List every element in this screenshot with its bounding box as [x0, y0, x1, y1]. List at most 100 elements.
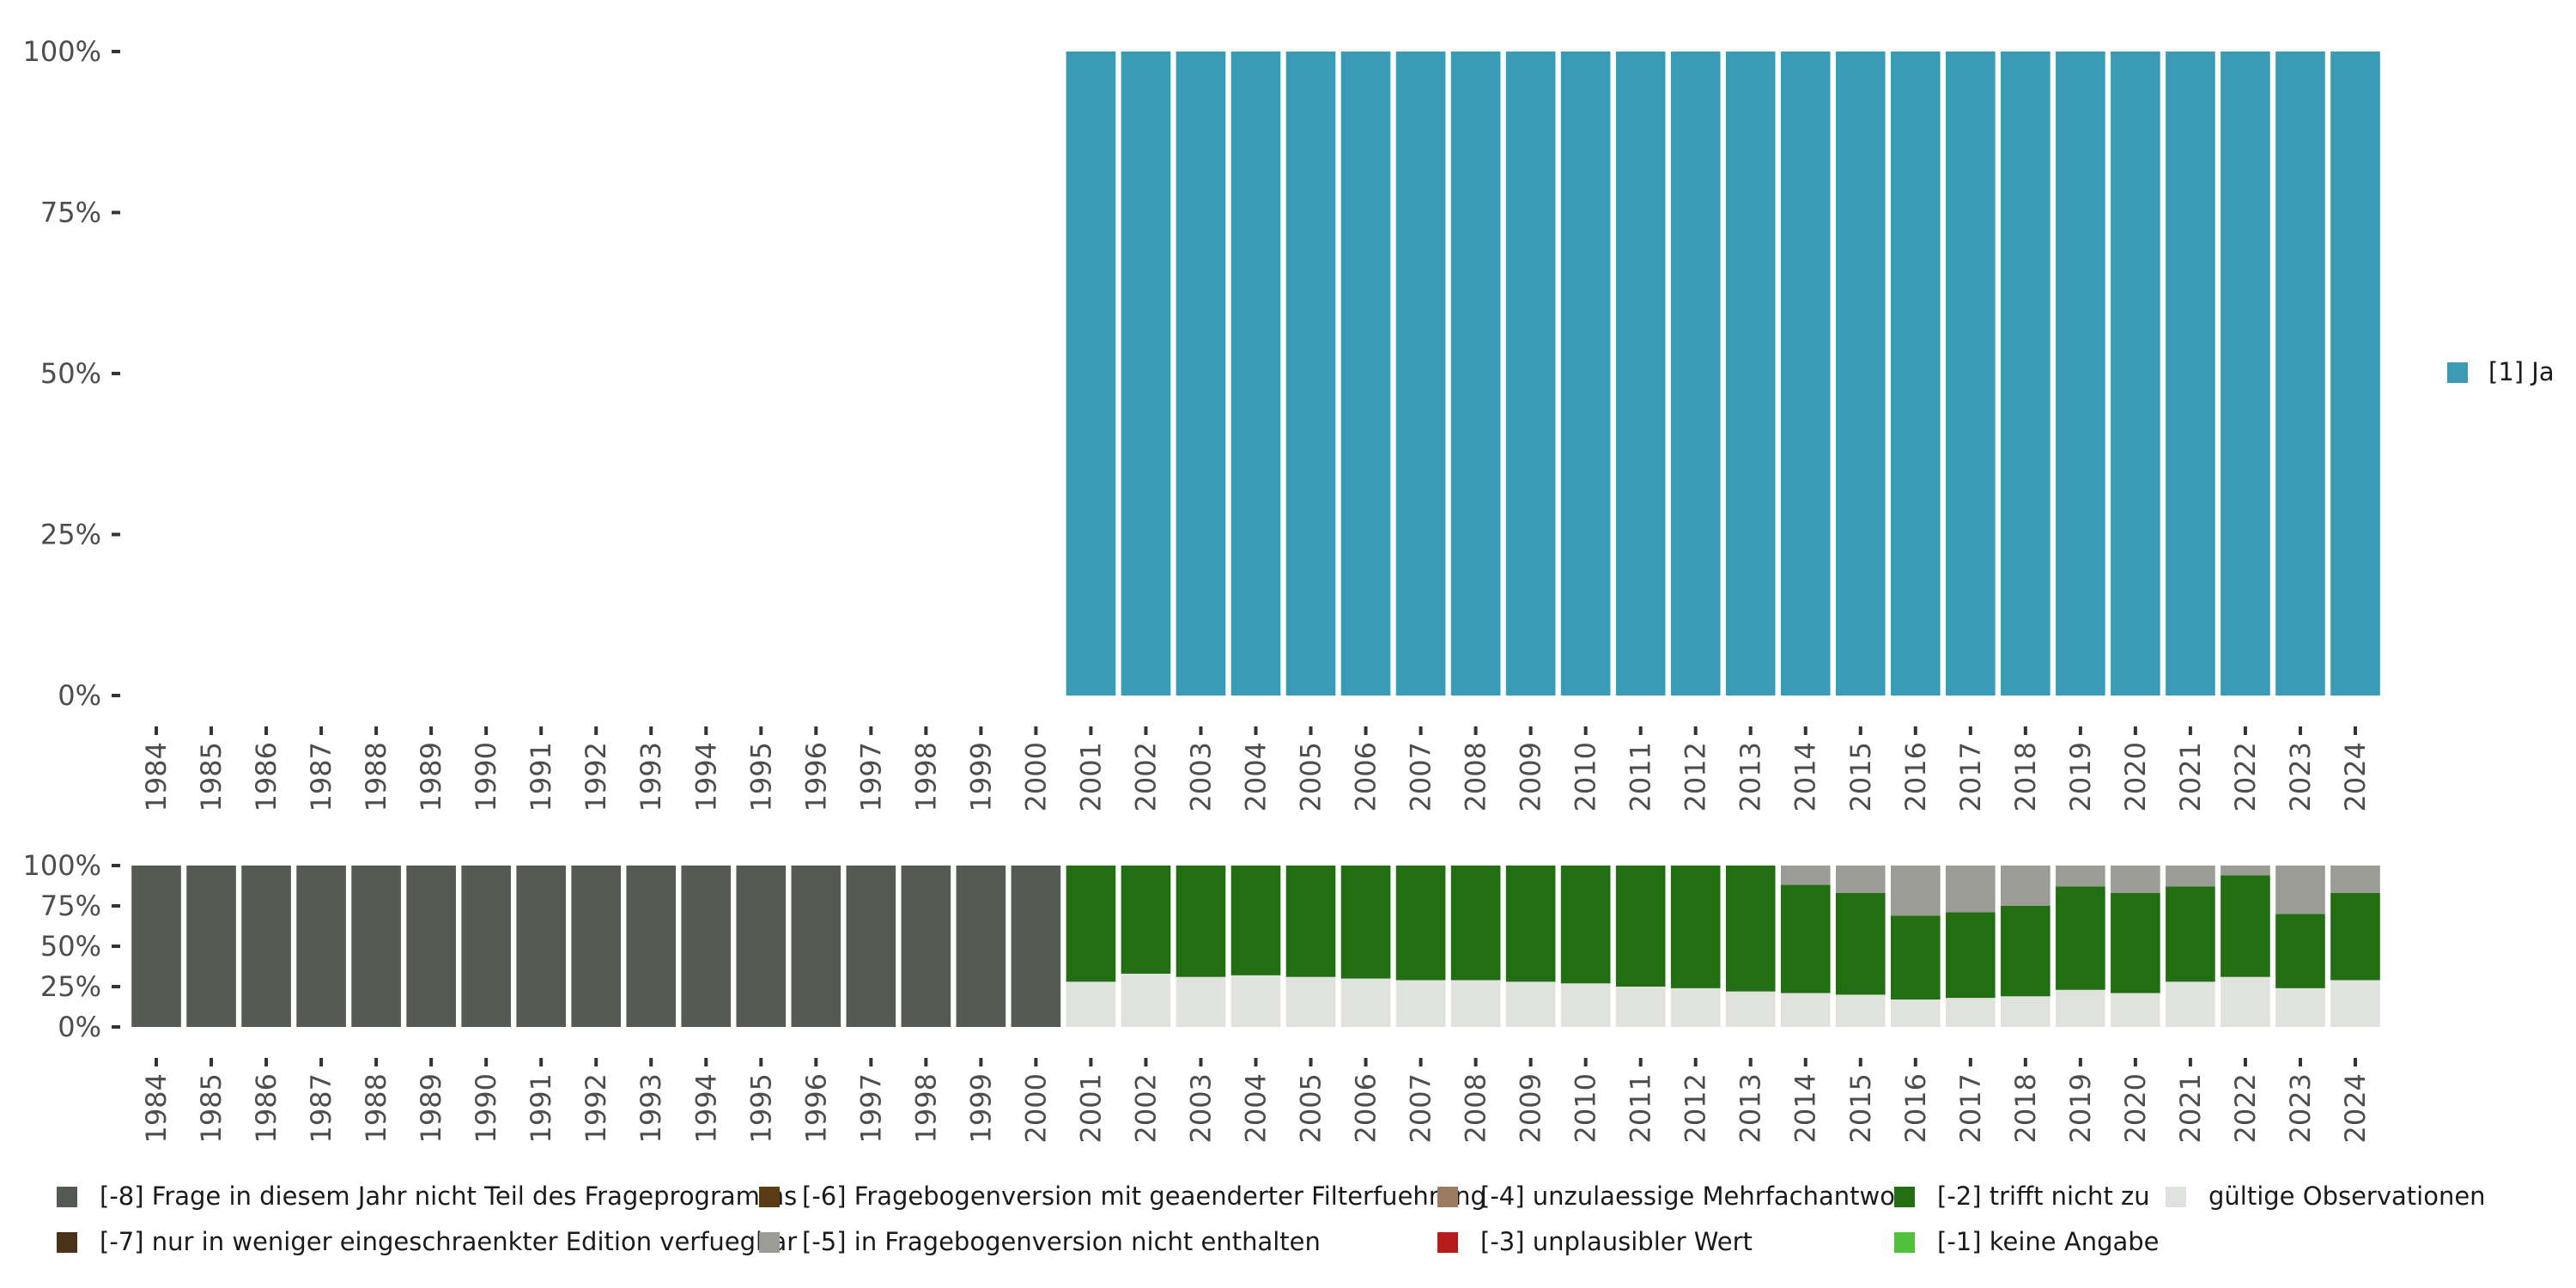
bottom-bar-2023-2-trifft-nicht-zu	[2275, 914, 2325, 988]
bottom-bar-2022-2-trifft-nicht-zu	[2221, 875, 2270, 977]
legend-bottom-label: [-2] trifft nicht zu	[1937, 1182, 2150, 1211]
bottom-panel: 0% 25% 50% 75% 100% 1984 1985 1986 1987 1988 1989 1…	[23, 849, 2380, 1143]
top-bar-2019-1-ja	[2056, 52, 2105, 696]
bottom-bar-1998-8-frage-in-diesem-jahr-nicht-teil-des-frageprogramms	[901, 866, 951, 1027]
bottom-x-tick-label: 2019	[2064, 1073, 2097, 1143]
legend-bottom-swatch	[1437, 1187, 1458, 1207]
top-x-tick-label: 2005	[1295, 742, 1327, 811]
bottom-bar-1985-8-frage-in-diesem-jahr-nicht-teil-des-frageprogramms	[186, 866, 236, 1027]
bottom-bar-2021-g-ltige-observationen	[2166, 981, 2215, 1027]
bottom-x-tick-label: 1992	[580, 1073, 612, 1143]
top-y-tick-label: 75%	[40, 197, 101, 229]
legend-right-label: [1] Ja	[2488, 357, 2555, 386]
legend-bottom-swatch	[759, 1232, 780, 1253]
top-bar-2002-1-ja	[1121, 52, 1171, 696]
bottom-bar-2017-g-ltige-observationen	[1946, 998, 1996, 1027]
top-x-tick-label: 1991	[525, 742, 557, 811]
bottom-x-tick-label: 1998	[909, 1073, 942, 1143]
bottom-bar-1995-8-frage-in-diesem-jahr-nicht-teil-des-frageprogramms	[736, 866, 787, 1027]
bottom-bar-2009-g-ltige-observationen	[1505, 981, 1556, 1027]
legend-bottom-swatch	[759, 1187, 780, 1207]
bottom-bar-1994-8-frage-in-diesem-jahr-nicht-teil-des-frageprogramms	[681, 866, 732, 1027]
top-x-tick-label: 2016	[1899, 742, 1932, 811]
bottom-bar-2023-5-in-fragebogenversion-nicht-enthalten	[2275, 866, 2325, 914]
top-x-tick-label: 1990	[470, 742, 502, 811]
top-x-tick-label: 2010	[1570, 742, 1602, 811]
bottom-bar-1986-8-frage-in-diesem-jahr-nicht-teil-des-frageprogramms	[241, 866, 291, 1027]
bottom-x-tick-label: 1988	[360, 1073, 392, 1143]
top-x-tick-label: 1999	[964, 742, 997, 811]
bottom-bar-2019-5-in-fragebogenversion-nicht-enthalten	[2056, 866, 2105, 887]
bottom-bar-2015-g-ltige-observationen	[1835, 994, 1886, 1027]
top-x-tick-label: 1987	[305, 742, 337, 811]
bottom-bar-2021-2-trifft-nicht-zu	[2166, 886, 2215, 982]
top-x-tick-label: 1988	[360, 742, 392, 811]
top-bar-2010-1-ja	[1560, 52, 1611, 696]
legend-bottom-swatch	[2166, 1187, 2186, 1207]
bottom-bar-2024-g-ltige-observationen	[2330, 980, 2380, 1027]
top-x-tick-label: 2014	[1789, 742, 1822, 811]
bottom-y-tick-label: 0%	[58, 1011, 101, 1043]
bottom-bar-2008-g-ltige-observationen	[1450, 980, 1501, 1027]
top-x-tick-label: 2019	[2064, 742, 2097, 811]
bottom-x-tick-label: 1997	[854, 1073, 887, 1143]
bottom-bar-2016-5-in-fragebogenversion-nicht-enthalten	[1890, 866, 1941, 916]
top-bar-2004-1-ja	[1230, 52, 1281, 696]
bottom-bar-2006-2-trifft-nicht-zu	[1340, 866, 1391, 979]
top-y-tick-label: 50%	[40, 357, 101, 390]
top-y-tick-label: 25%	[40, 519, 101, 551]
bottom-x-tick-label: 2017	[1954, 1073, 1987, 1143]
bottom-x-tick-label: 2001	[1074, 1073, 1107, 1143]
bottom-x-tick-label: 1989	[415, 1073, 447, 1143]
bottom-bar-2008-2-trifft-nicht-zu	[1450, 866, 1501, 981]
bottom-bar-2004-g-ltige-observationen	[1230, 975, 1281, 1027]
bottom-x-tick-label: 1990	[470, 1073, 502, 1143]
top-y-tick-label: 0%	[58, 679, 101, 712]
bottom-x-tick-label: 2016	[1899, 1073, 1932, 1143]
top-x-tick-label: 2006	[1350, 742, 1382, 811]
bottom-bar-2014-5-in-fragebogenversion-nicht-enthalten	[1780, 866, 1831, 885]
bottom-bar-2012-g-ltige-observationen	[1670, 987, 1721, 1027]
bottom-bar-1997-8-frage-in-diesem-jahr-nicht-teil-des-frageprogramms	[846, 866, 896, 1027]
bottom-x-tick-label: 2007	[1405, 1073, 1437, 1143]
legend-bottom-label: [-4] unzulaessige Mehrfachantwort	[1480, 1182, 1915, 1211]
bottom-bar-2003-g-ltige-observationen	[1176, 976, 1226, 1027]
top-bar-2011-1-ja	[1615, 52, 1666, 696]
top-bar-2015-1-ja	[1835, 52, 1886, 696]
top-panel: 0% 25% 50% 75% 100% 1984 1985 1986 1987 1988 1989 1…	[23, 35, 2380, 811]
top-x-tick-label: 1984	[140, 742, 173, 811]
bottom-x-tick-label: 2006	[1350, 1073, 1382, 1143]
top-x-tick-label: 2023	[2284, 742, 2317, 811]
bottom-bar-1993-8-frage-in-diesem-jahr-nicht-teil-des-frageprogramms	[626, 866, 677, 1027]
bottom-x-tick-label: 2005	[1295, 1073, 1327, 1143]
bottom-bar-1999-8-frage-in-diesem-jahr-nicht-teil-des-frageprogramms	[956, 866, 1006, 1027]
top-x-tick-label: 2022	[2229, 742, 2262, 811]
top-bar-2024-1-ja	[2330, 52, 2380, 696]
bottom-bar-2002-2-trifft-nicht-zu	[1121, 866, 1171, 974]
top-x-tick-label: 1997	[854, 742, 887, 811]
bottom-bar-2005-2-trifft-nicht-zu	[1285, 866, 1336, 977]
bottom-bar-2014-2-trifft-nicht-zu	[1780, 884, 1831, 993]
bottom-bar-2010-2-trifft-nicht-zu	[1560, 866, 1611, 984]
bottom-bar-2011-2-trifft-nicht-zu	[1615, 866, 1666, 987]
top-bar-2016-1-ja	[1890, 52, 1941, 696]
bottom-bar-1987-8-frage-in-diesem-jahr-nicht-teil-des-frageprogramms	[296, 866, 346, 1027]
bottom-bar-2022-5-in-fragebogenversion-nicht-enthalten	[2221, 866, 2270, 876]
top-x-tick-label: 2018	[2009, 742, 2042, 811]
top-bar-2020-1-ja	[2111, 52, 2160, 696]
top-x-tick-label: 2024	[2339, 742, 2372, 811]
bottom-bar-2007-g-ltige-observationen	[1395, 980, 1446, 1027]
bottom-bar-2024-5-in-fragebogenversion-nicht-enthalten	[2330, 866, 2380, 893]
bottom-bar-1989-8-frage-in-diesem-jahr-nicht-teil-des-frageprogramms	[406, 866, 456, 1027]
top-bar-2009-1-ja	[1505, 52, 1556, 696]
legend-bottom: [-8] Frage in diesem Jahr nicht Teil des…	[57, 1182, 2486, 1256]
top-bar-2001-1-ja	[1066, 52, 1116, 696]
top-x-tick-label: 1998	[909, 742, 942, 811]
bottom-x-tick-label: 2015	[1844, 1073, 1877, 1143]
bottom-x-tick-label: 1987	[305, 1073, 337, 1143]
bottom-bar-2018-5-in-fragebogenversion-nicht-enthalten	[2001, 866, 2050, 906]
top-bar-2022-1-ja	[2221, 52, 2270, 696]
top-bar-2007-1-ja	[1395, 52, 1446, 696]
legend-bottom-swatch	[1894, 1232, 1915, 1253]
bottom-x-tick-label: 1996	[799, 1073, 832, 1143]
